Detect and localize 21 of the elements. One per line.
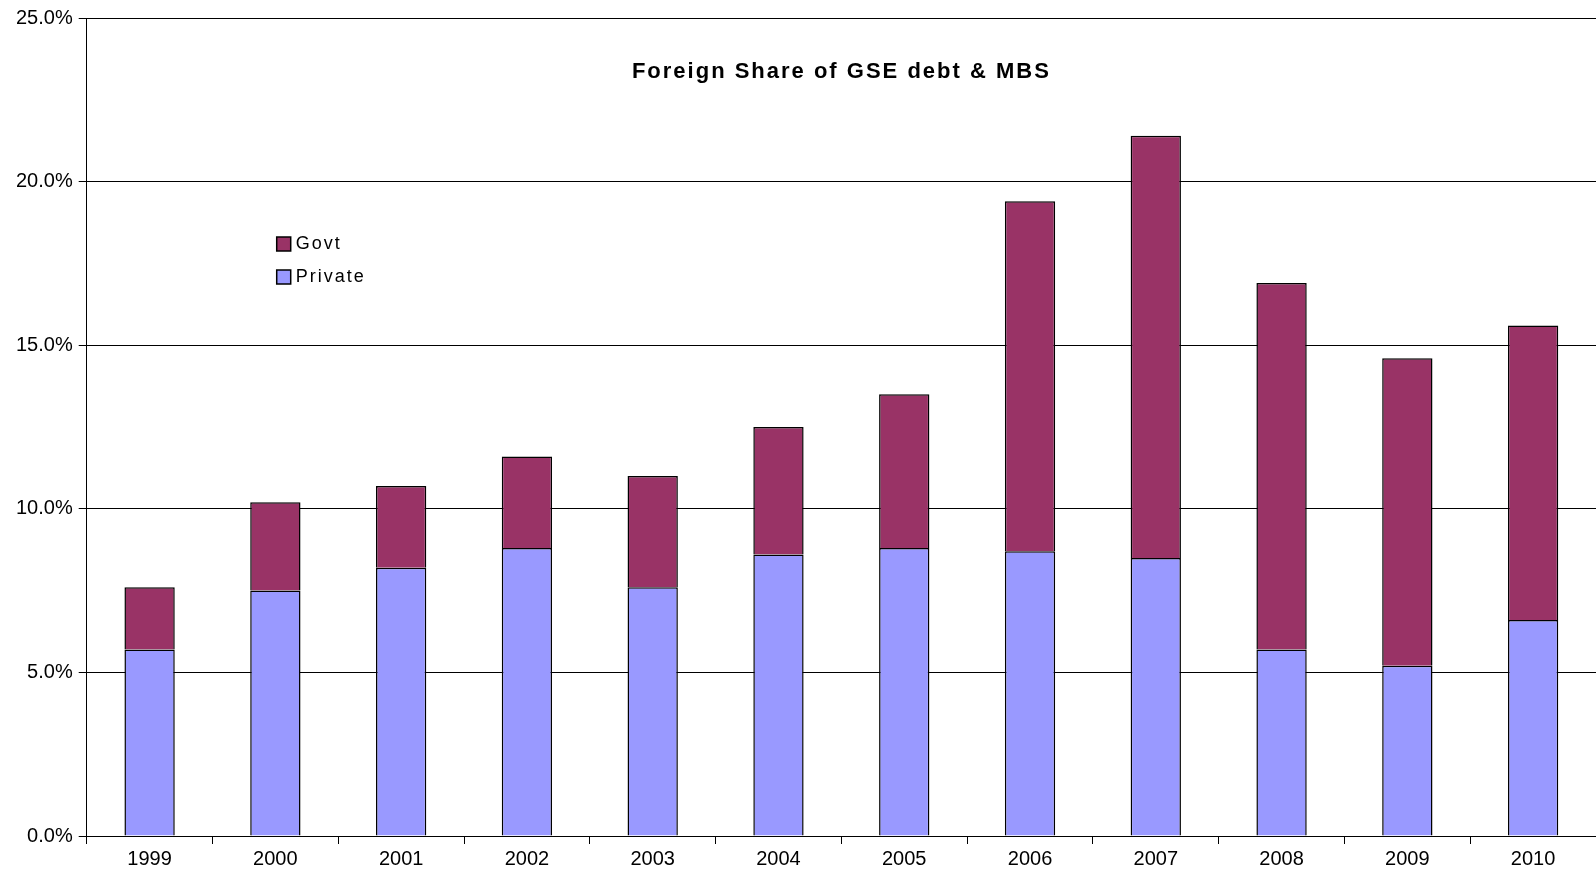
x-tick-label: 2002 (504, 846, 550, 869)
x-tick-label: 2010 (1510, 846, 1556, 869)
text: Foreign Share of GSE debt & MBS (631, 58, 1051, 84)
x-tick-label: 2008 (1259, 846, 1304, 869)
legend-label: Private (295, 265, 366, 286)
legend-label: Govt (295, 232, 342, 253)
x-tick-label: 2001 (378, 846, 424, 869)
y-tick-label: 0.0% (27, 823, 73, 846)
x-tick-label: 2003 (630, 846, 675, 869)
x-tick-label: 2006 (1007, 846, 1053, 869)
y-tick-label: 15.0% (15, 332, 73, 355)
x-tick-label: 2005 (881, 846, 927, 869)
x-tick-label: 2009 (1385, 846, 1430, 869)
x-tick-label: 2000 (253, 846, 298, 869)
y-tick-label: 10.0% (15, 496, 73, 519)
x-tick-label: 2007 (1133, 846, 1179, 869)
y-tick-label: 25.0% (15, 5, 73, 28)
y-tick-label: 20.0% (15, 169, 73, 192)
y-tick-label: 5.0% (27, 659, 73, 682)
x-tick-label: 1999 (127, 846, 172, 869)
x-tick-label: 2004 (756, 846, 801, 869)
